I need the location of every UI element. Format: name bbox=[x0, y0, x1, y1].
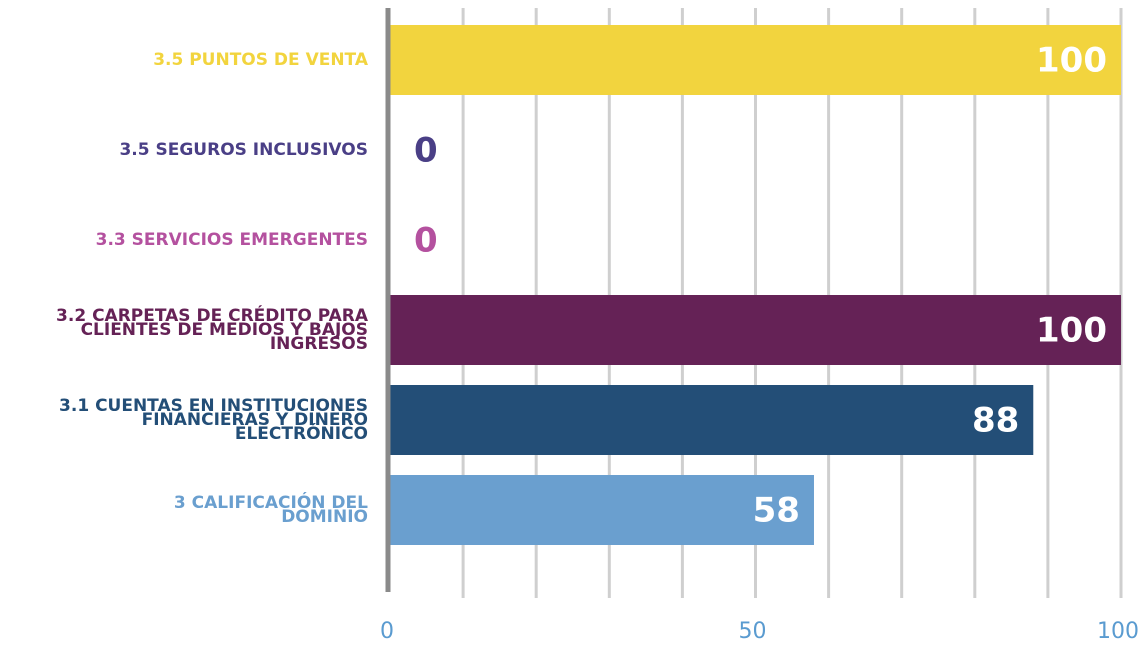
value-label: 100 bbox=[1036, 311, 1107, 351]
category-label: 3.5 SEGUROS INCLUSIVOS bbox=[119, 140, 368, 160]
bar bbox=[390, 475, 814, 545]
category-label: 3.2 CARPETAS DE CRÉDITO PARA CLIENTES DE… bbox=[56, 306, 368, 354]
value-label: 58 bbox=[753, 491, 800, 531]
value-label: 100 bbox=[1036, 41, 1107, 81]
category-label: 3.3 SERVICIOS EMERGENTES bbox=[95, 230, 368, 250]
value-label: 0 bbox=[414, 221, 438, 261]
category-label: 3 CALIFICACIÓN DEL DOMINIO bbox=[173, 493, 368, 527]
bar bbox=[390, 385, 1034, 455]
x-tick-label: 100 bbox=[1097, 619, 1139, 644]
value-label: 0 bbox=[414, 131, 438, 171]
x-tick-label: 0 bbox=[380, 619, 394, 644]
bar bbox=[390, 295, 1121, 365]
x-tick-label: 50 bbox=[739, 619, 767, 644]
category-label: 3.1 CUENTAS EN INSTITUCIONES FINANCIERAS… bbox=[59, 396, 368, 444]
bar bbox=[390, 25, 1121, 95]
value-label: 88 bbox=[972, 401, 1019, 441]
category-label: 3.5 PUNTOS DE VENTA bbox=[153, 50, 368, 70]
